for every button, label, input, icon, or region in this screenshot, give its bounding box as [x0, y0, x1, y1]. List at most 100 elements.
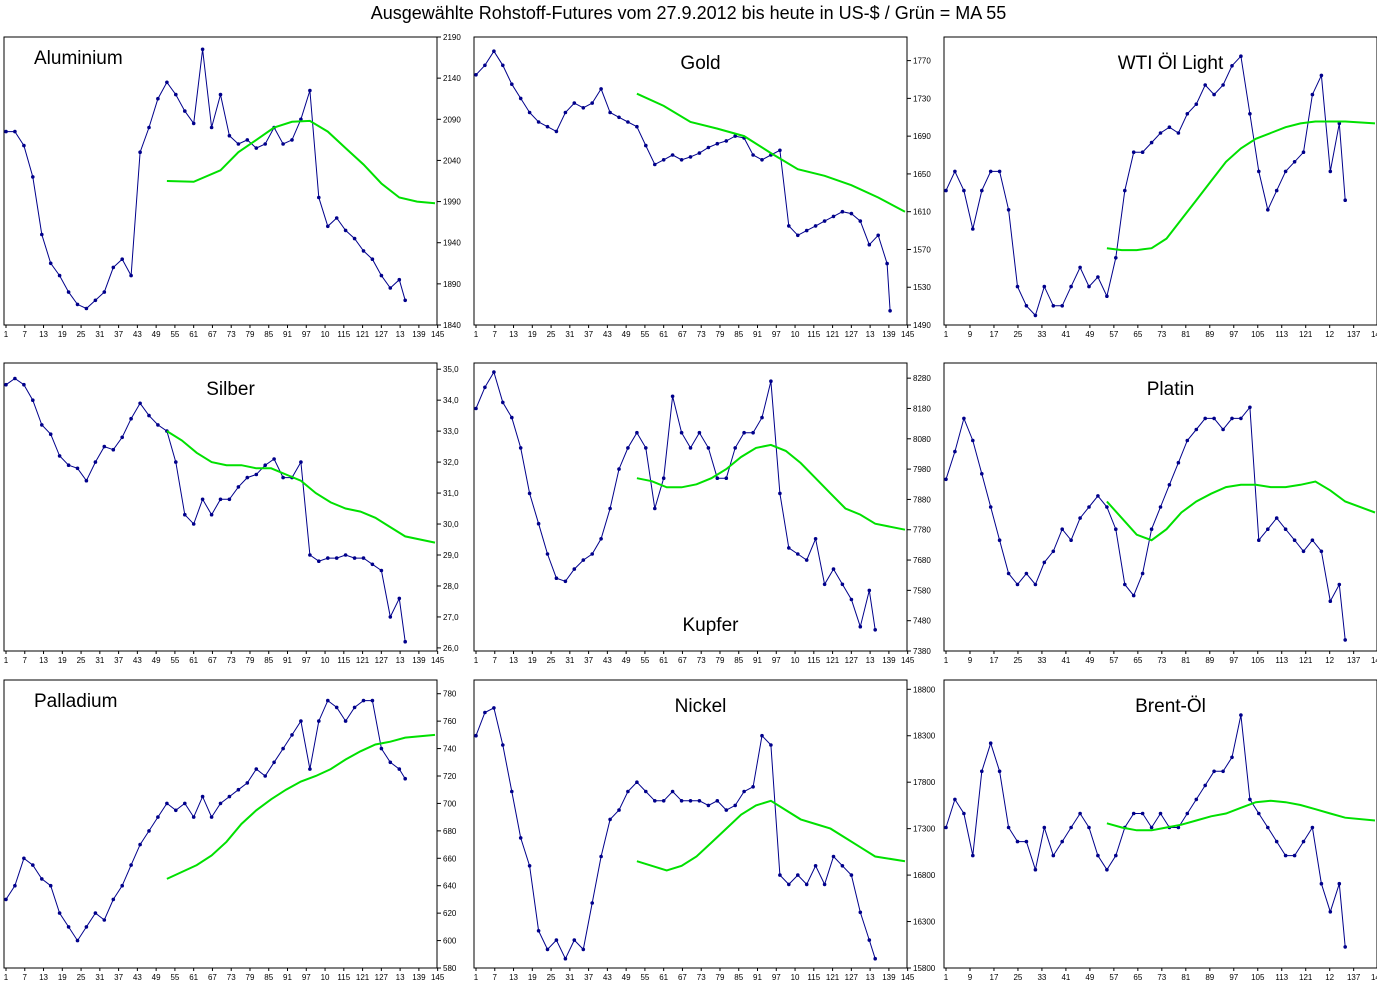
y-tick-label: 2040	[443, 156, 461, 165]
x-tick-label: 73	[227, 973, 236, 982]
price-point	[75, 302, 80, 307]
x-tick-label: 41	[1061, 656, 1070, 665]
price-point	[1274, 188, 1279, 193]
price-point	[1158, 505, 1163, 509]
price-point	[804, 882, 809, 887]
price-point	[1257, 169, 1261, 174]
price-point	[1149, 140, 1154, 145]
price-point	[218, 801, 223, 806]
price-point	[769, 743, 773, 747]
price-point	[1266, 208, 1270, 212]
price-point	[1015, 284, 1020, 289]
price-point	[308, 767, 312, 771]
price-point	[617, 467, 621, 471]
price-point	[944, 188, 948, 193]
price-point	[644, 789, 648, 794]
x-tick-label: 137	[1347, 330, 1361, 339]
price-point	[129, 863, 133, 867]
x-tick-label: 7	[493, 330, 498, 339]
price-point	[138, 401, 142, 406]
price-point	[1158, 811, 1163, 816]
y-tick-label: 1650	[913, 170, 931, 179]
price-point	[403, 298, 408, 303]
y-tick-label: 7680	[913, 556, 931, 565]
chart-palladium: 580 600 620 640 660 680 700 720 740 760 780 1 7 13 19 2…	[3, 679, 457, 982]
price-point	[590, 901, 594, 905]
y-tick-label: 620	[443, 909, 457, 918]
x-tick-label: 127	[845, 656, 859, 665]
x-tick-label: 91	[283, 656, 292, 665]
price-point	[988, 505, 993, 509]
price-point	[75, 938, 80, 943]
price-point	[1176, 460, 1181, 465]
x-tick-label: 25	[77, 973, 86, 982]
x-tick-label: 19	[528, 973, 537, 982]
y-tick-label: 34,0	[443, 396, 459, 405]
price-point	[679, 430, 684, 435]
y-tick-label: 32,0	[443, 458, 459, 467]
chart-title: Platin	[1147, 379, 1195, 400]
price-point	[751, 785, 755, 789]
price-point	[236, 485, 241, 489]
price-point	[13, 376, 17, 381]
price-point	[679, 799, 684, 803]
price-point	[572, 938, 577, 942]
price-point	[1248, 405, 1252, 410]
x-tick-label: 25	[77, 656, 86, 665]
x-tick-label: 145	[431, 973, 445, 982]
price-point	[822, 219, 827, 223]
price-point	[590, 101, 594, 105]
plot-frame	[3, 679, 438, 969]
price-point	[1212, 92, 1216, 97]
plot-frame	[3, 362, 438, 652]
x-tick-label: 13	[396, 973, 405, 982]
x-tick-label: 49	[622, 330, 631, 339]
price-point	[308, 88, 312, 93]
x-tick-label: 19	[58, 656, 67, 665]
price-point	[688, 446, 693, 450]
price-point	[822, 582, 827, 587]
x-tick-label: 37	[584, 330, 593, 339]
price-point	[272, 760, 276, 765]
price-point	[4, 897, 8, 902]
chart-brent-öl: 1001021041061081101121141161181201917253…	[943, 679, 1377, 982]
plot-frame	[3, 36, 438, 326]
price-point	[1221, 83, 1225, 87]
price-point	[760, 733, 764, 738]
price-point	[724, 476, 729, 481]
price-point	[518, 836, 523, 840]
x-tick-label: 67	[678, 656, 687, 665]
price-point	[536, 929, 541, 933]
x-tick-label: 65	[1133, 656, 1142, 665]
x-tick-label: 115	[807, 656, 820, 665]
x-tick-label: 79	[716, 973, 725, 982]
price-point	[200, 794, 205, 799]
x-tick-label: 33	[1037, 656, 1046, 665]
plot-frame	[943, 679, 1377, 969]
price-point	[483, 63, 487, 68]
chart-title: Kupfer	[683, 615, 740, 636]
x-tick-label: 85	[264, 330, 273, 339]
x-tick-label: 19	[528, 656, 537, 665]
x-tick-label: 89	[1205, 656, 1214, 665]
x-tick-label: 97	[1229, 656, 1238, 665]
chart-title: Silber	[206, 379, 255, 400]
x-tick-label: 31	[95, 973, 104, 982]
y-tick-label: 600	[443, 937, 457, 946]
x-tick-label: 1	[474, 973, 479, 982]
price-point	[581, 947, 586, 952]
price-point	[1337, 582, 1342, 587]
y-tick-label: 29,0	[443, 551, 459, 560]
y-tick-label: 660	[443, 854, 457, 863]
y-tick-label: 7380	[913, 647, 931, 656]
price-line	[945, 405, 1346, 640]
x-tick-label: 57	[1109, 973, 1118, 982]
price-point	[527, 110, 532, 115]
price-point	[397, 596, 402, 601]
price-point	[138, 842, 142, 847]
price-point	[1292, 853, 1297, 858]
price-point	[527, 491, 532, 496]
x-tick-label: 9	[968, 330, 973, 339]
x-tick-label: 139	[882, 656, 896, 665]
x-tick-label: 13	[509, 656, 518, 665]
